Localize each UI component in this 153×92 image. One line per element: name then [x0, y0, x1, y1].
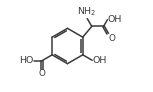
Text: OH: OH: [93, 56, 107, 65]
Text: OH: OH: [108, 15, 122, 24]
Text: NH$_2$: NH$_2$: [77, 6, 96, 18]
Text: O: O: [108, 34, 115, 43]
Text: HO: HO: [20, 56, 34, 65]
Text: O: O: [39, 69, 45, 78]
